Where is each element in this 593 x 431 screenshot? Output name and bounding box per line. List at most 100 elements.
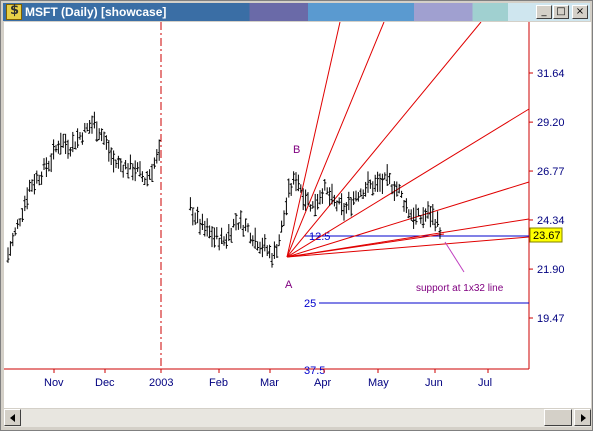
level-label-37-5: 37.5 — [304, 365, 325, 377]
price-bar — [436, 211, 440, 227]
price-bar — [140, 171, 144, 183]
title-bar[interactable]: MSFT (Daily) [showcase] _ □ × — [3, 3, 590, 21]
price-bar — [208, 225, 212, 239]
price-ticks: 31.64 29.20 26.77 24.34 21.90 19.47 — [529, 68, 565, 325]
price-bar — [349, 197, 353, 217]
chart-area[interactable]: 12.5 25 37.5 B A support at 1x32 line — [4, 21, 591, 408]
gann-fan-line-1x32[interactable] — [286, 233, 445, 258]
price-bar — [68, 147, 72, 157]
price-bar — [145, 170, 149, 187]
gann-fan-line-8x1[interactable] — [286, 236, 530, 258]
price-bar — [227, 224, 231, 242]
price-bar — [210, 226, 214, 248]
price-bar — [217, 237, 221, 251]
price-bar — [316, 193, 320, 210]
price-bar — [20, 208, 24, 222]
price-bar — [198, 218, 202, 235]
price-bar — [136, 162, 140, 172]
gann-fan[interactable] — [286, 21, 530, 258]
price-bar — [395, 181, 399, 197]
gann-fan-line-1x8[interactable] — [286, 21, 341, 258]
scroll-left-button[interactable] — [4, 409, 21, 426]
price-bar — [392, 181, 396, 201]
price-bar — [80, 132, 84, 145]
price-bar — [224, 233, 228, 249]
price-bar — [248, 232, 252, 244]
price-bar — [407, 209, 411, 219]
time-axis-label: 2003 — [149, 377, 173, 389]
price-bar — [8, 241, 12, 256]
gann-fan-line-1x4[interactable] — [286, 21, 385, 258]
price-bar — [121, 164, 125, 178]
price-bar — [148, 169, 152, 180]
price-bar — [64, 133, 68, 155]
close-button[interactable]: × — [572, 5, 588, 19]
price-bar — [212, 227, 216, 248]
maximize-button[interactable]: □ — [553, 5, 569, 19]
price-bar — [124, 160, 128, 170]
price-bar — [239, 210, 243, 229]
price-bar — [83, 122, 87, 133]
callout-pointer — [444, 241, 465, 273]
minimize-button[interactable]: _ — [536, 5, 552, 19]
price-bar — [431, 204, 435, 226]
price-bar — [301, 188, 305, 211]
gann-fan-line-1x1[interactable] — [286, 108, 530, 258]
gann-fan-line-1x2[interactable] — [286, 21, 482, 258]
price-bar — [241, 224, 245, 237]
horizontal-scrollbar[interactable] — [4, 409, 591, 427]
arrow-left-icon — [10, 414, 15, 422]
price-bar — [260, 237, 264, 258]
label-a: A — [285, 279, 293, 291]
price-bar — [416, 207, 420, 217]
price-bar — [258, 241, 262, 254]
price-bar — [133, 160, 137, 182]
price-bar — [23, 195, 27, 212]
price-bar — [275, 244, 279, 258]
price-bar — [404, 198, 408, 214]
price-bar — [157, 139, 161, 161]
time-axis-label: May — [368, 377, 389, 389]
price-bar — [361, 189, 365, 199]
price-chart[interactable]: 12.5 25 37.5 B A support at 1x32 line — [4, 21, 591, 408]
price-bar — [37, 174, 41, 186]
price-bar — [256, 241, 260, 251]
price-bar — [325, 187, 329, 195]
time-axis-labels: Nov Dec 2003 Feb Mar Apr May Jun Jul — [44, 369, 492, 389]
price-bar — [380, 173, 384, 194]
price-bar — [126, 163, 130, 179]
price-bar — [42, 158, 46, 171]
price-bar — [59, 132, 63, 155]
price-bar — [71, 131, 75, 153]
price-bar — [112, 150, 116, 173]
price-bar — [354, 190, 358, 202]
price-bar — [320, 188, 324, 204]
price-bar — [289, 183, 293, 196]
price-bar — [284, 197, 288, 216]
price-bar — [229, 227, 233, 243]
gann-fan-line-2x1[interactable] — [286, 181, 530, 258]
price-bar — [155, 149, 159, 164]
price-bar — [236, 222, 240, 230]
price-bar — [282, 210, 286, 226]
scroll-thumb[interactable] — [544, 409, 572, 426]
price-bar — [385, 164, 389, 186]
price-bar — [383, 172, 387, 180]
price-bar — [263, 234, 267, 252]
price-bar — [426, 201, 430, 219]
window-title: MSFT (Daily) [showcase] — [25, 5, 167, 19]
price-bar — [352, 191, 356, 206]
price-bar — [296, 174, 300, 192]
dollar-app-icon[interactable] — [6, 3, 22, 20]
price-bar — [335, 200, 339, 212]
scroll-right-button[interactable] — [574, 409, 591, 426]
price-bar — [265, 245, 269, 257]
price-bar — [366, 171, 370, 193]
price-bar — [390, 183, 394, 195]
price-bar — [13, 227, 17, 236]
price-bar — [131, 163, 135, 181]
price-bar — [251, 235, 255, 247]
price-bar — [73, 141, 77, 150]
price-bar — [424, 208, 428, 222]
